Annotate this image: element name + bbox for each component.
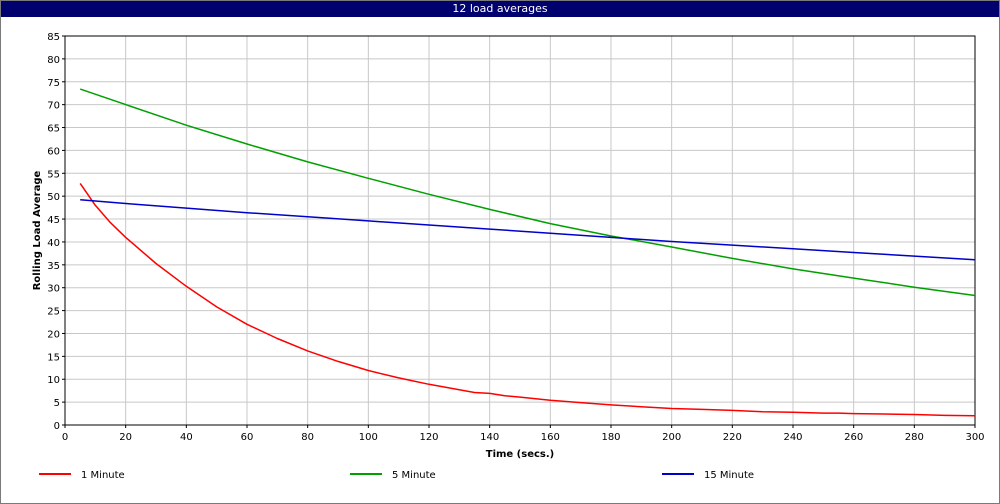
y-tick-label: 55 (47, 169, 60, 180)
y-tick-label: 60 (47, 146, 60, 157)
y-tick-label: 25 (47, 307, 60, 318)
series-line-5-minute (79, 88, 976, 297)
y-tick-label: 65 (47, 124, 60, 135)
x-tick-label: 60 (241, 432, 254, 443)
legend-label-15-minute: 15 Minute (704, 470, 754, 481)
x-tick-label: 100 (359, 432, 378, 443)
x-tick-label: 240 (783, 432, 802, 443)
x-tick-label: 120 (419, 432, 438, 443)
y-tick-label: 5 (54, 398, 60, 409)
legend-label-1-minute: 1 Minute (81, 470, 125, 481)
y-tick-label: 75 (47, 78, 60, 89)
x-tick-label: 80 (301, 432, 314, 443)
y-tick-label: 20 (47, 329, 60, 340)
x-tick-label: 40 (180, 432, 193, 443)
y-tick-label: 45 (47, 215, 60, 226)
x-tick-label: 200 (662, 432, 681, 443)
y-tick-label: 10 (47, 375, 60, 386)
y-tick-label: 15 (47, 352, 60, 363)
y-tick-label: 50 (47, 192, 60, 203)
x-tick-label: 20 (119, 432, 132, 443)
x-tick-label: 160 (541, 432, 560, 443)
y-tick-label: 30 (47, 284, 60, 295)
y-tick-label: 80 (47, 55, 60, 66)
y-tick-label: 40 (47, 238, 60, 249)
x-axis-label: Time (secs.) (486, 449, 555, 460)
y-tick-label: 70 (47, 101, 60, 112)
x-tick-label: 280 (905, 432, 924, 443)
x-tick-label: 220 (723, 432, 742, 443)
series-line-15-minute (80, 199, 976, 261)
plot-frame (64, 35, 976, 426)
x-tick-label: 140 (480, 432, 499, 443)
y-tick-label: 0 (54, 421, 60, 432)
x-tick-label: 300 (965, 432, 984, 443)
window-title: 12 load averages (1, 1, 999, 17)
x-tick-label: 260 (844, 432, 863, 443)
legend-label-5-minute: 5 Minute (392, 470, 436, 481)
y-axis-label: Rolling Load Average (32, 171, 43, 291)
y-tick-label: 85 (47, 32, 60, 43)
y-tick-label: 35 (47, 261, 60, 272)
series-line-1-minute (79, 182, 976, 417)
x-tick-label: 180 (601, 432, 620, 443)
x-tick-label: 0 (62, 432, 68, 443)
